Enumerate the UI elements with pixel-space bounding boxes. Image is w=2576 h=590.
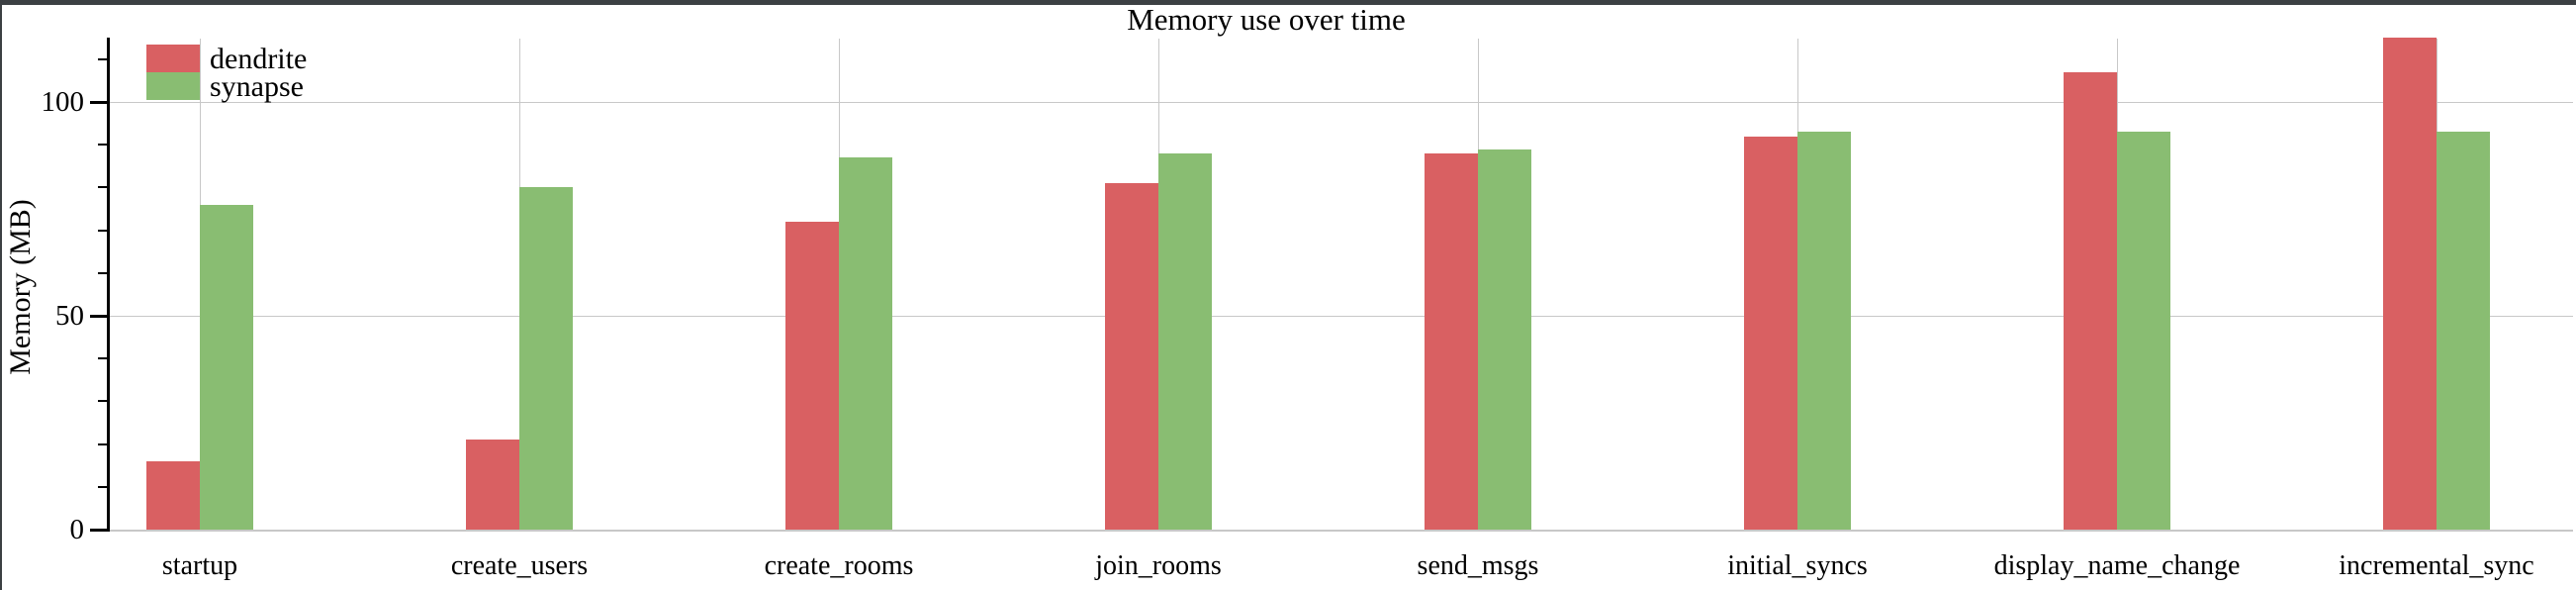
x-tick-label-incremental_sync: incremental_sync bbox=[2339, 550, 2534, 581]
x-tick-label-send_msgs: send_msgs bbox=[1417, 550, 1539, 581]
bar-synapse-incremental_sync bbox=[2437, 132, 2490, 530]
bar-synapse-join_rooms bbox=[1158, 152, 1212, 530]
bar-dendrite-incremental_sync bbox=[2383, 38, 2437, 530]
bar-synapse-create_users bbox=[519, 187, 573, 530]
legend-swatch-dendrite bbox=[146, 45, 200, 72]
bar-synapse-create_rooms bbox=[839, 157, 892, 530]
bar-synapse-startup bbox=[200, 204, 253, 530]
bar-synapse-initial_syncs bbox=[1797, 132, 1851, 530]
legend-item-synapse: synapse bbox=[146, 70, 307, 103]
bar-synapse-send_msgs bbox=[1478, 148, 1531, 530]
window-left-border bbox=[0, 0, 2, 590]
legend-label-synapse: synapse bbox=[210, 70, 304, 103]
legend-label-dendrite: dendrite bbox=[210, 43, 308, 75]
y-minor-tick-40 bbox=[98, 357, 109, 360]
x-tick-label-display_name_change: display_name_change bbox=[1993, 550, 2241, 581]
bar-dendrite-display_name_change bbox=[2064, 71, 2117, 530]
bar-dendrite-create_users bbox=[466, 440, 519, 530]
y-axis-line bbox=[107, 38, 110, 532]
x-tick-label-join_rooms: join_rooms bbox=[1095, 550, 1222, 581]
x-axis-baseline bbox=[109, 530, 2573, 532]
x-tick-label-startup: startup bbox=[161, 550, 238, 581]
x-tick-label-create_users: create_users bbox=[450, 550, 589, 581]
x-tick-label-initial_syncs: initial_syncs bbox=[1727, 550, 1868, 581]
y-axis-label: Memory (MB) bbox=[4, 199, 37, 375]
bar-dendrite-create_rooms bbox=[785, 221, 839, 530]
y-minor-tick-70 bbox=[98, 229, 109, 232]
gridline-y-100 bbox=[109, 101, 2573, 103]
y-major-tick-0 bbox=[90, 528, 109, 532]
chart-title: Memory use over time bbox=[1127, 2, 1406, 37]
bar-dendrite-startup bbox=[146, 460, 200, 530]
y-minor-tick-10 bbox=[98, 485, 109, 488]
bar-dendrite-join_rooms bbox=[1105, 183, 1158, 530]
y-tick-label-0: 0 bbox=[69, 514, 85, 545]
y-tick-label-50: 50 bbox=[55, 300, 84, 332]
y-major-tick-50 bbox=[90, 314, 109, 318]
y-minor-tick-20 bbox=[98, 442, 109, 445]
y-tick-label-100: 100 bbox=[41, 86, 85, 118]
y-minor-tick-110 bbox=[98, 57, 109, 60]
y-minor-tick-80 bbox=[98, 186, 109, 189]
window-top-border bbox=[0, 0, 2576, 5]
legend: dendrite synapse bbox=[146, 43, 308, 103]
bar-dendrite-send_msgs bbox=[1425, 152, 1478, 530]
bar-dendrite-initial_syncs bbox=[1744, 136, 1797, 530]
y-minor-tick-30 bbox=[98, 400, 109, 403]
y-major-tick-100 bbox=[90, 100, 109, 104]
gridline-y-50 bbox=[109, 315, 2573, 317]
legend-item-dendrite: dendrite bbox=[146, 43, 308, 75]
y-minor-tick-90 bbox=[98, 144, 109, 147]
y-minor-tick-60 bbox=[98, 271, 109, 274]
x-tick-label-create_rooms: create_rooms bbox=[764, 550, 914, 581]
bar-synapse-display_name_change bbox=[2117, 132, 2170, 530]
legend-swatch-synapse bbox=[146, 72, 200, 100]
